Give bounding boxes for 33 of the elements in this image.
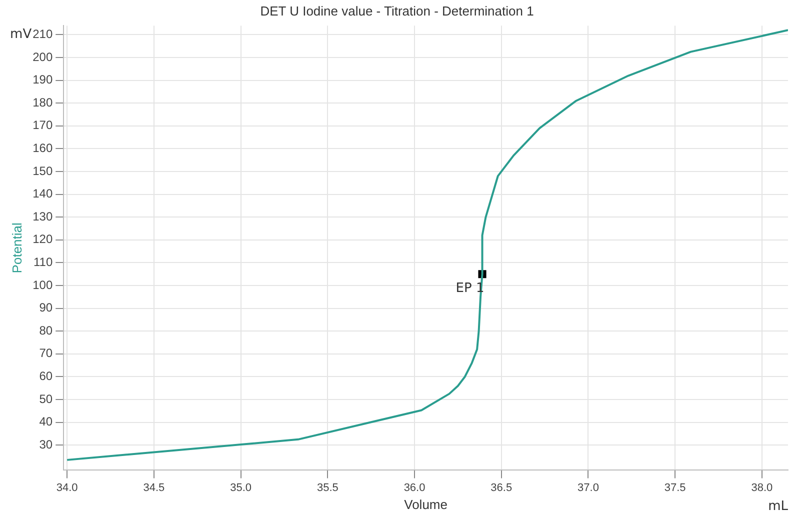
x-tick-label: 36.5: [490, 482, 512, 494]
y-tick-label: 90: [39, 300, 53, 315]
text: mV: [10, 27, 32, 42]
y-tick-label: 30: [39, 437, 53, 452]
y-tick-label: 120: [32, 232, 53, 246]
y-tick-label: 180: [32, 95, 53, 110]
y-tick-label: 190: [32, 72, 53, 87]
chart-title: DET U Iodine value - Titration - Determination 1: [260, 3, 534, 18]
y-tick-label: 210: [32, 27, 53, 42]
y-tick-label: 60: [39, 369, 53, 384]
x-tick-label: 34.5: [143, 482, 165, 494]
x-tick-label: 37.5: [664, 482, 686, 494]
y-tick-label: 160: [32, 141, 53, 156]
y-tick-label: 40: [39, 414, 53, 429]
y-tick-label: 50: [39, 392, 53, 406]
text: mL: [768, 499, 789, 514]
x-tick-label: 36.0: [404, 482, 426, 494]
y-axis-title: Potential: [9, 222, 24, 274]
y-tick-label: 80: [39, 323, 53, 338]
x-tick-label: 35.5: [316, 482, 338, 494]
x-tick-label: 35.0: [230, 482, 252, 494]
x-tick-label: 37.0: [578, 482, 599, 494]
y-tick-label: 170: [32, 118, 53, 132]
y-tick-label: 70: [39, 346, 53, 360]
x-tick-label: 34.0: [56, 482, 78, 494]
y-tick-label: 130: [32, 209, 53, 224]
y-tick-label: 150: [32, 164, 53, 178]
y-tick-label: 110: [33, 255, 53, 270]
x-axis-title: Volume: [404, 496, 448, 512]
y-tick-label: 200: [32, 50, 53, 64]
x-tick-label: 38.0: [751, 482, 773, 494]
y-tick-label: 100: [32, 278, 53, 292]
y-tick-label: 140: [32, 186, 53, 201]
